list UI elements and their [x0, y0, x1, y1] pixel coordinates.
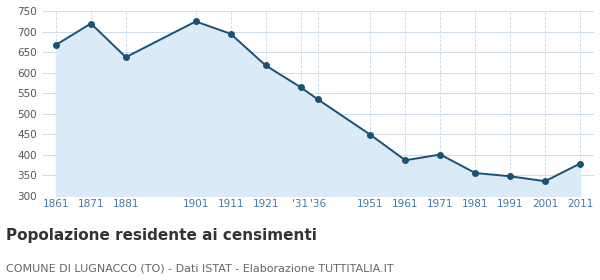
Text: Popolazione residente ai censimenti: Popolazione residente ai censimenti [6, 228, 317, 243]
Text: COMUNE DI LUGNACCO (TO) - Dati ISTAT - Elaborazione TUTTITALIA.IT: COMUNE DI LUGNACCO (TO) - Dati ISTAT - E… [6, 263, 394, 273]
